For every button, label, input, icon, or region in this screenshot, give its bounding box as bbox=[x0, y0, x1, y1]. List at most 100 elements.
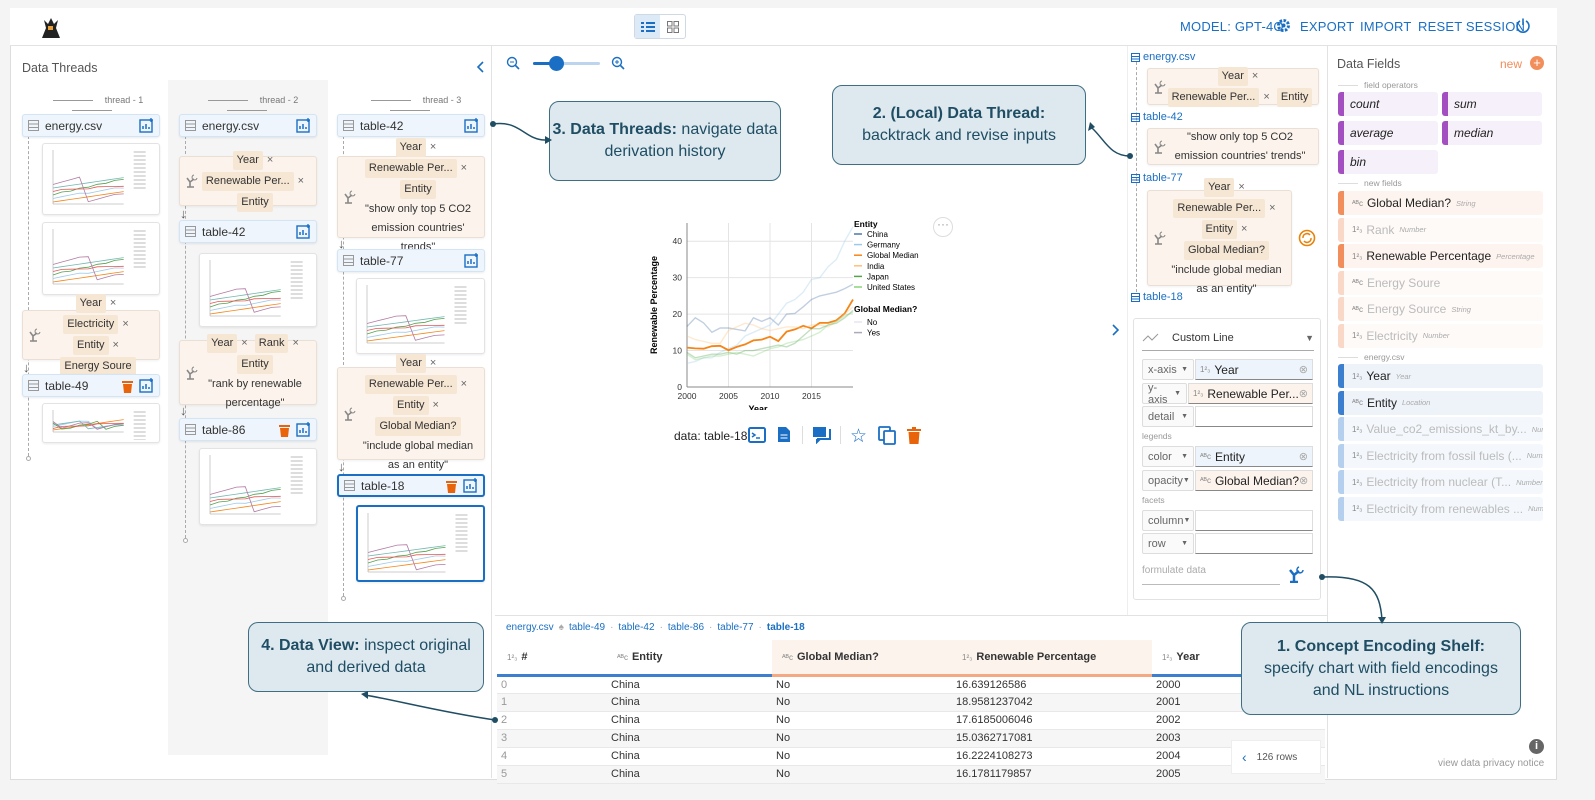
breadcrumb-item[interactable]: table-18 bbox=[766, 622, 805, 633]
channel-select[interactable]: row ▼ bbox=[1142, 533, 1194, 554]
field-item[interactable]: ᴬᴮc Global Median? String bbox=[1338, 191, 1543, 215]
column-header[interactable]: ᴬᴮc Global Median? bbox=[772, 640, 952, 677]
channel-select[interactable]: detail ▼ bbox=[1142, 406, 1194, 427]
chart-more-options-button[interactable]: ··· bbox=[933, 217, 953, 237]
chart-thumbnail[interactable] bbox=[356, 278, 485, 354]
table-card[interactable]: energy.csv bbox=[179, 114, 317, 137]
zoom-out-icon[interactable] bbox=[506, 56, 520, 70]
remove-field-icon[interactable]: ⊗ bbox=[1298, 364, 1308, 376]
zoom-in-icon[interactable] bbox=[611, 56, 625, 70]
star-icon[interactable]: ☆ bbox=[850, 426, 868, 447]
field-drop-zone[interactable] bbox=[1195, 533, 1313, 554]
field-item[interactable]: 1²₃ Year Year bbox=[1338, 364, 1543, 388]
derivation-trigger-card[interactable]: Year × Electricity × Entity × Energy Soure bbox=[22, 294, 160, 376]
previous-page-icon[interactable]: ‹ bbox=[1242, 749, 1247, 765]
create-chart-icon[interactable] bbox=[296, 118, 311, 133]
create-chart-icon[interactable] bbox=[296, 422, 311, 437]
create-chart-icon[interactable] bbox=[463, 478, 478, 493]
channel-select[interactable]: column ▼ bbox=[1142, 510, 1194, 531]
derivation-trigger-card[interactable]: "show only top 5 CO2 emission countries'… bbox=[1147, 128, 1319, 165]
remove-field-icon[interactable]: ⊗ bbox=[1299, 475, 1309, 487]
operator-average[interactable]: average bbox=[1338, 121, 1438, 145]
channel-select[interactable]: opacity ▼ bbox=[1142, 470, 1194, 491]
derivation-trigger-card[interactable]: Year × Renewable Per... × Entity × Global M… bbox=[1147, 178, 1292, 295]
field-item[interactable]: ᴬᴮc Entity Location bbox=[1338, 390, 1543, 415]
table-card[interactable]: energy.csv bbox=[22, 114, 160, 137]
table-row[interactable]: 5 China No 16.1781179857 2005 bbox=[497, 765, 1325, 784]
column-header[interactable]: 1²₃ Renewable Percentage bbox=[952, 640, 1152, 677]
create-chart-icon[interactable] bbox=[139, 378, 154, 393]
field-item[interactable]: ᴬᴮc Energy Source String bbox=[1338, 297, 1543, 321]
channel-select[interactable]: color ▼ bbox=[1142, 446, 1194, 467]
privacy-notice-link[interactable]: view data privacy notice bbox=[1438, 758, 1545, 769]
add-field-icon[interactable]: + bbox=[1530, 56, 1544, 70]
operator-median[interactable]: median bbox=[1442, 121, 1542, 145]
delete-icon[interactable] bbox=[446, 479, 457, 493]
table-card[interactable]: table-18 bbox=[337, 474, 485, 497]
chart-thumbnail[interactable] bbox=[42, 222, 160, 295]
channel-select[interactable]: x-axis ▼ bbox=[1142, 359, 1194, 380]
create-chart-icon[interactable] bbox=[464, 253, 479, 268]
field-item[interactable]: ᴬᴮc Energy Soure bbox=[1338, 270, 1543, 295]
field-item[interactable]: 1²₃ Electricity Number bbox=[1338, 323, 1543, 348]
chart-thumbnail[interactable] bbox=[199, 253, 317, 327]
breadcrumb-item[interactable]: table-77 bbox=[717, 622, 754, 633]
derivation-trigger-card[interactable]: Year × Renewable Per... × Entity bbox=[179, 150, 317, 212]
remove-field-icon[interactable]: ⊗ bbox=[1298, 451, 1308, 463]
derivation-trigger-card[interactable]: Year × Rank × Entity "rank by renewable pe… bbox=[179, 333, 317, 409]
local-thread-table-link[interactable]: energy.csv bbox=[1131, 51, 1195, 63]
create-chart-icon[interactable] bbox=[464, 118, 479, 133]
chat-icon[interactable] bbox=[812, 426, 832, 444]
breadcrumb-item[interactable]: table-42 bbox=[618, 622, 655, 633]
info-icon[interactable]: i bbox=[1529, 739, 1544, 754]
operator-bin[interactable]: bin bbox=[1338, 150, 1438, 174]
reset-session-button[interactable]: RESET SESSION bbox=[1418, 19, 1526, 34]
field-item[interactable]: 1²₃ Electricity from fossil fuels (... Num… bbox=[1338, 443, 1543, 468]
new-field-button[interactable]: new bbox=[1500, 57, 1523, 71]
local-thread-table-link[interactable]: table-18 bbox=[1131, 291, 1183, 303]
field-item[interactable]: 1²₃ Renewable Percentage Percentage bbox=[1338, 244, 1543, 268]
operator-count[interactable]: count bbox=[1338, 92, 1438, 116]
column-header[interactable]: 1²₃ # bbox=[497, 640, 607, 677]
refresh-icon[interactable] bbox=[1298, 229, 1316, 247]
field-drop-zone[interactable]: ᴬᴮc Entity ⊗ bbox=[1195, 446, 1313, 467]
breadcrumb-item[interactable]: table-86 bbox=[667, 622, 705, 633]
chart-thumbnail[interactable] bbox=[199, 448, 317, 525]
delete-icon[interactable] bbox=[907, 427, 921, 444]
create-chart-icon[interactable] bbox=[139, 118, 154, 133]
field-item[interactable]: 1²₃ Rank Number bbox=[1338, 217, 1543, 242]
copy-icon[interactable] bbox=[878, 426, 896, 445]
chart-type-select[interactable]: Custom Line ▼ bbox=[1142, 325, 1314, 351]
expand-chevron-icon[interactable] bbox=[1111, 324, 1121, 336]
field-item[interactable]: 1²₃ Electricity from nuclear (T... Number bbox=[1338, 470, 1543, 494]
import-button[interactable]: IMPORT bbox=[1360, 19, 1412, 34]
breadcrumb-item[interactable]: energy.csv bbox=[506, 622, 554, 633]
derivation-trigger-card[interactable]: Year × Renewable Per... × Entity × Global M… bbox=[337, 353, 485, 471]
view-mode-toggle[interactable] bbox=[634, 14, 686, 39]
table-row[interactable]: 1 China No 18.9581237042 2001 bbox=[497, 693, 1325, 712]
table-card[interactable]: table-49 bbox=[22, 374, 160, 397]
breadcrumb-item[interactable]: table-49 bbox=[568, 622, 606, 633]
channel-select[interactable]: y-axis ▼ bbox=[1142, 382, 1188, 406]
gear-icon[interactable] bbox=[1276, 18, 1291, 33]
table-card[interactable]: table-86 bbox=[179, 418, 317, 441]
field-drop-zone[interactable]: ᴬᴮc Global Median? ⊗ bbox=[1195, 470, 1314, 491]
create-chart-icon[interactable] bbox=[296, 224, 311, 239]
chart-thumbnail[interactable] bbox=[42, 143, 160, 215]
table-row[interactable]: 4 China No 16.2224108273 2004 bbox=[497, 747, 1325, 766]
document-icon[interactable] bbox=[777, 426, 791, 443]
local-thread-table-link[interactable]: table-77 bbox=[1131, 172, 1183, 184]
model-selector-button[interactable]: MODEL: GPT-4O bbox=[1180, 19, 1284, 34]
derivation-trigger-card[interactable]: Year × Renewable Per... × Entity bbox=[1147, 66, 1319, 107]
table-row[interactable]: 0 China No 16.639126586 2000 bbox=[497, 675, 1325, 694]
collapse-panel-icon[interactable] bbox=[476, 61, 486, 73]
chart-thumbnail[interactable] bbox=[356, 505, 485, 582]
formulate-agent-icon[interactable] bbox=[1287, 565, 1305, 583]
delete-icon[interactable] bbox=[279, 423, 290, 437]
zoom-slider-thumb[interactable] bbox=[549, 56, 565, 71]
table-card[interactable]: table-77 bbox=[337, 249, 485, 272]
operator-sum[interactable]: sum bbox=[1442, 92, 1542, 116]
derivation-trigger-card[interactable]: Year × Renewable Per... × Entity "show onl… bbox=[337, 138, 485, 253]
table-row[interactable]: 2 China No 17.6185006046 2002 bbox=[497, 711, 1325, 730]
